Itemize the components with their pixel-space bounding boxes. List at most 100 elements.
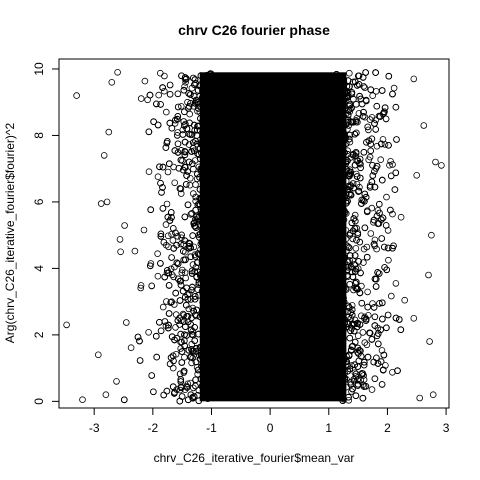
data-point <box>354 231 362 238</box>
data-point <box>370 304 378 311</box>
data-point <box>331 315 339 323</box>
data-point <box>196 144 204 152</box>
data-point <box>164 232 172 240</box>
data-point <box>174 260 182 268</box>
data-point <box>157 233 165 240</box>
chart-title: chrv C26 fourier phase <box>178 22 330 38</box>
data-point <box>374 360 382 367</box>
data-point <box>352 245 360 252</box>
x-tick-label: -1 <box>206 421 217 435</box>
data-point <box>178 103 185 110</box>
data-point <box>343 83 351 90</box>
y-tick-label: 2 <box>32 331 46 338</box>
data-point <box>195 387 203 394</box>
data-point <box>336 270 344 277</box>
data-point <box>344 116 352 124</box>
data-point <box>371 375 379 383</box>
data-point <box>154 121 162 129</box>
data-point <box>193 273 200 280</box>
data-point <box>165 324 172 332</box>
data-point <box>172 229 179 237</box>
data-point <box>108 79 116 86</box>
data-point <box>207 182 215 190</box>
data-point <box>206 214 213 222</box>
data-point <box>137 284 145 292</box>
data-point <box>341 95 348 102</box>
data-point <box>352 373 360 380</box>
data-point <box>187 353 194 361</box>
data-point <box>351 338 359 346</box>
data-point <box>336 76 343 83</box>
data-point <box>343 157 351 164</box>
data-point <box>168 209 175 216</box>
data-point <box>194 87 202 94</box>
data-point <box>184 380 192 388</box>
data-point <box>335 196 343 204</box>
data-point <box>366 329 374 337</box>
data-point <box>372 69 379 76</box>
data-point <box>206 299 213 307</box>
data-point <box>338 119 345 126</box>
data-point <box>365 137 373 145</box>
data-point <box>206 349 214 357</box>
data-point <box>171 263 178 271</box>
data-point <box>377 216 385 223</box>
data-point <box>357 312 365 320</box>
data-point <box>181 148 189 155</box>
data-point <box>341 209 349 216</box>
data-point <box>374 269 381 276</box>
data-point <box>347 263 355 271</box>
data-point <box>205 317 213 325</box>
data-point <box>136 357 144 364</box>
data-point <box>166 360 174 368</box>
data-point <box>382 115 390 123</box>
data-point <box>172 289 180 297</box>
data-point <box>195 330 202 338</box>
data-point <box>161 318 169 325</box>
data-point <box>197 230 204 238</box>
data-point <box>334 194 342 202</box>
data-point <box>206 207 214 215</box>
data-point <box>203 274 211 282</box>
data-point <box>183 284 190 292</box>
data-point <box>187 244 194 252</box>
data-point <box>116 236 124 243</box>
data-point <box>340 395 347 403</box>
data-point <box>202 317 210 324</box>
data-point <box>365 126 372 134</box>
data-point <box>344 258 352 266</box>
data-point <box>180 166 187 174</box>
data-point <box>390 84 398 92</box>
data-point <box>340 253 348 261</box>
data-point <box>206 253 214 261</box>
data-point <box>172 311 180 318</box>
data-point <box>173 259 181 267</box>
data-point <box>377 156 385 164</box>
data-point <box>170 225 177 232</box>
data-point <box>344 197 351 205</box>
data-point <box>150 388 157 396</box>
data-point <box>161 87 168 95</box>
data-point <box>357 164 364 172</box>
data-point <box>199 209 206 217</box>
data-point <box>183 172 190 179</box>
data-point <box>204 241 212 249</box>
data-point <box>376 300 383 307</box>
data-point <box>140 226 148 234</box>
data-point <box>204 151 212 158</box>
data-point <box>339 326 346 333</box>
data-point <box>384 311 392 319</box>
data-point <box>157 230 165 238</box>
data-point <box>177 156 185 164</box>
data-point <box>199 219 206 227</box>
data-point <box>347 309 355 316</box>
data-point <box>198 149 205 157</box>
data-point <box>385 142 392 149</box>
data-point <box>205 366 213 374</box>
data-point <box>397 213 405 221</box>
data-point <box>201 226 209 234</box>
data-point <box>333 391 341 398</box>
data-point <box>369 172 377 179</box>
data-point <box>194 250 202 257</box>
data-point <box>188 210 196 217</box>
